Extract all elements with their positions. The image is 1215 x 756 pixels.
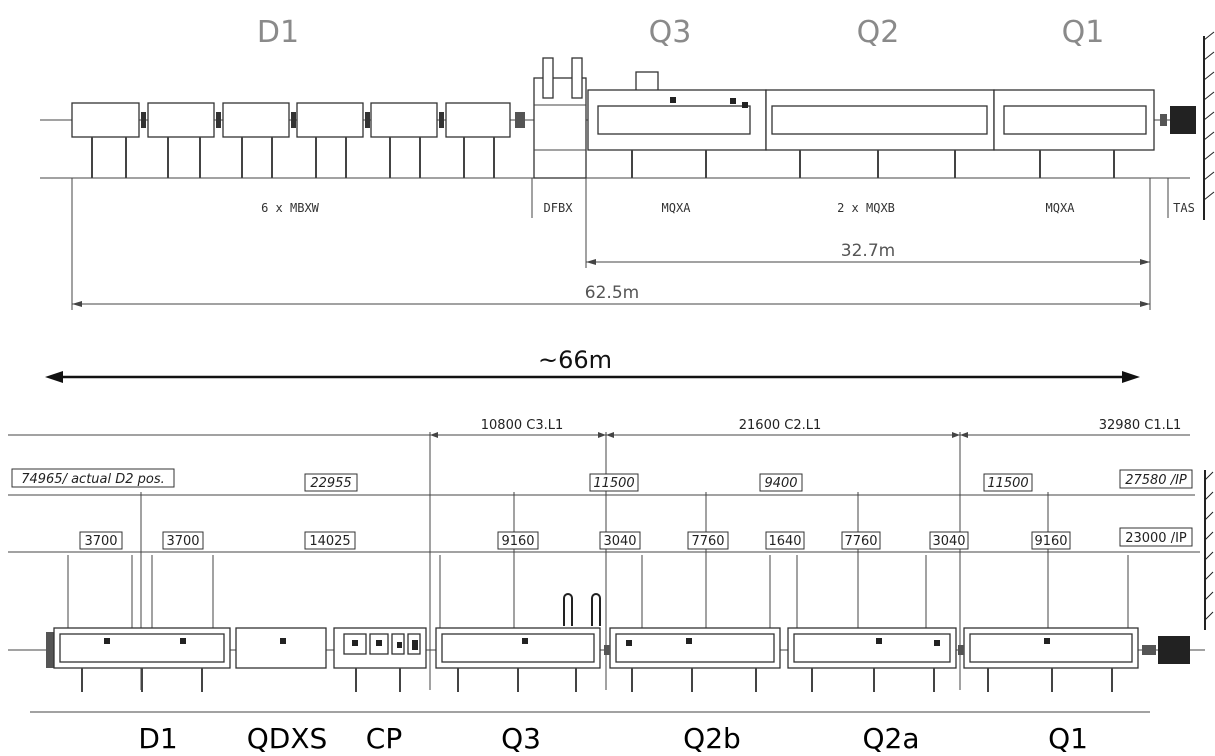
row3-7760-a: 7760 xyxy=(691,534,724,549)
name-q1: Q1 xyxy=(1048,722,1088,755)
total-length-label: ~66m xyxy=(538,346,612,374)
name-q2a: Q2a xyxy=(862,722,919,755)
cum-c3-l1: 10800 C3.L1 xyxy=(481,418,563,433)
label-mqxa-q3: MQXA xyxy=(662,201,692,215)
top-quadrupoles xyxy=(587,71,1155,178)
bottom-magnets xyxy=(46,593,1190,669)
row3-3700-b: 3700 xyxy=(166,534,199,549)
top-title-q1: Q1 xyxy=(1062,15,1105,50)
row3-3700-a: 3700 xyxy=(84,534,117,549)
row3-9160-a: 9160 xyxy=(501,534,534,549)
name-q3: Q3 xyxy=(501,722,541,755)
row3-3040-b: 3040 xyxy=(932,534,965,549)
bottom-supports xyxy=(30,668,1150,713)
top-dfbx xyxy=(533,57,587,179)
top-drawing: D1 Q3 Q2 Q1 xyxy=(40,15,1215,310)
row2-11500-a: 11500 xyxy=(593,476,634,491)
label-tas: TAS xyxy=(1173,201,1195,215)
label-mqxa-q1: MQXA xyxy=(1046,201,1076,215)
bottom-drawing: 10800 C3.L1 21600 C2.L1 32980 C1.L1 7496… xyxy=(8,418,1214,755)
row2-actual-d2-pos: 74965/ actual D2 pos. xyxy=(21,472,165,487)
label-2x-mqxb: 2 x MQXB xyxy=(837,201,895,215)
top-title-d1: D1 xyxy=(257,15,299,50)
label-dfbx: DFBX xyxy=(544,201,574,215)
row3-14025: 14025 xyxy=(309,534,350,549)
row3-23000-ip: 23000 /IP xyxy=(1125,531,1187,546)
dim-62-5m: 62.5m xyxy=(585,283,639,303)
row2-22955: 22955 xyxy=(310,476,351,491)
dim-32-7m: 32.7m xyxy=(841,241,895,261)
row3-1640: 1640 xyxy=(768,534,801,549)
top-title-q2: Q2 xyxy=(857,15,900,50)
name-d1: D1 xyxy=(138,722,177,755)
name-q2b: Q2b xyxy=(683,722,741,755)
row3-7760-b: 7760 xyxy=(844,534,877,549)
row3-9160-b: 9160 xyxy=(1034,534,1067,549)
top-d1-magnets xyxy=(71,102,525,178)
bottom-wall xyxy=(1204,470,1214,630)
cum-c2-l1: 21600 C2.L1 xyxy=(739,418,821,433)
top-tas xyxy=(1160,31,1215,220)
row2-9400: 9400 xyxy=(764,476,797,491)
label-6x-mbxw: 6 x MBXW xyxy=(261,201,320,215)
row3-3040-a: 3040 xyxy=(603,534,636,549)
name-qdxs: QDXS xyxy=(247,722,328,755)
top-title-q3: Q3 xyxy=(649,15,692,50)
row2-11500-b: 11500 xyxy=(987,476,1028,491)
total-length-arrow: ~66m xyxy=(45,346,1140,383)
name-cp: CP xyxy=(366,722,402,755)
row2-27580-ip: 27580 /IP xyxy=(1125,473,1187,488)
cum-c1-l1: 32980 C1.L1 xyxy=(1099,418,1181,433)
